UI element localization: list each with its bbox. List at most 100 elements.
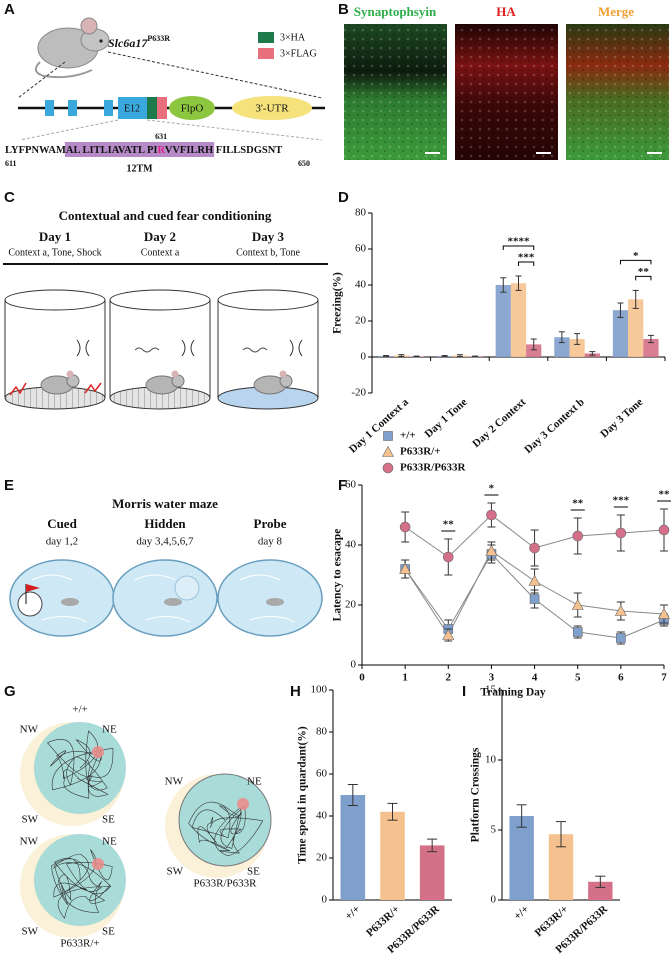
x-tick-label: 2: [446, 672, 452, 684]
exon-label: E12: [124, 103, 140, 114]
utr: [232, 96, 312, 120]
quadrant: NW: [165, 776, 184, 788]
platform: [17, 591, 43, 617]
significance: *: [633, 250, 639, 262]
quadrant: NE: [102, 724, 117, 736]
y-tick-label: 60: [355, 243, 367, 255]
marker: [615, 527, 627, 539]
shock: [9, 382, 102, 396]
marker: [528, 574, 541, 586]
day-label: Day 1: [39, 229, 71, 244]
panel-label: F: [338, 477, 347, 494]
panel-label: H: [290, 683, 301, 700]
error-bar: [500, 277, 507, 293]
gene-name: Slc6a17P633R: [108, 34, 170, 50]
quadrant: NW: [20, 836, 39, 848]
ha-tag: [147, 97, 157, 119]
error-bar: [530, 338, 537, 351]
error-bar: [595, 875, 606, 888]
bar: [509, 816, 534, 900]
y-tick-label: 0: [491, 894, 497, 906]
x-tick-label: 7: [661, 672, 667, 684]
error-bar: [472, 355, 479, 358]
x-tick-label: P633R/+: [533, 903, 571, 939]
quadrant: NW: [20, 724, 39, 736]
y-tick-label: 15: [485, 684, 497, 696]
sound-wave: [76, 339, 90, 357]
error-bar: [516, 804, 527, 828]
significance-bracket: [619, 259, 652, 265]
flag-swatch: [258, 48, 274, 59]
legend-label: +/+: [400, 430, 416, 442]
chamber-top: [4, 289, 106, 311]
sound-wave: [289, 339, 303, 357]
bar: [380, 811, 405, 900]
chamber-top: [217, 289, 319, 311]
marker: [442, 628, 455, 640]
swim-path: [46, 730, 114, 799]
x-tick-label: 3: [489, 672, 495, 684]
bar: [569, 339, 585, 357]
x-tick-label: Day 2 Context: [470, 396, 528, 450]
x-tick-label: Day 3 Context b: [522, 396, 587, 456]
zoom-line: [19, 119, 119, 141]
condition: Context a, Tone, Shock: [8, 247, 101, 258]
panel-label: I: [462, 683, 466, 700]
phase-name: Hidden: [144, 516, 186, 531]
phase-name: Probe: [254, 516, 287, 531]
bar: [643, 339, 659, 357]
platform: [174, 575, 200, 601]
marker: [383, 431, 393, 441]
mutation: R: [158, 145, 166, 156]
quadrant: NE: [247, 776, 262, 788]
micrograph-texture: [566, 24, 669, 160]
legend-label: P633R/P633R: [400, 462, 466, 474]
platform-zone: [92, 858, 104, 870]
error-bar: [456, 354, 463, 357]
exon: [45, 100, 54, 116]
panel-label: D: [338, 189, 349, 206]
flag-tag: [157, 97, 167, 119]
flag: [26, 584, 40, 592]
error-bar: [556, 821, 566, 848]
x-tick-label: +/+: [343, 903, 363, 922]
bar: [628, 299, 644, 357]
quadrant: NE: [102, 836, 117, 848]
legend-label: 3×FLAG: [280, 48, 317, 59]
y-tick-label: 0: [351, 659, 357, 671]
legend-label: 3×HA: [280, 32, 306, 43]
swim-wave: [31, 574, 88, 623]
mouse-eye: [99, 39, 103, 43]
marker: [658, 524, 670, 536]
x-axis-title: Training Day: [480, 687, 546, 699]
gene: Slc6a17: [108, 36, 148, 50]
error-bar: [558, 331, 565, 344]
mouse-ear: [279, 370, 287, 378]
significance: ***: [518, 252, 535, 264]
x-tick-label: +/+: [512, 903, 532, 922]
phase-days: day 1,2: [46, 536, 78, 548]
sequence-part: FILLSDGSNT: [213, 145, 282, 156]
marker: [572, 627, 583, 637]
genotype: P633R/P633R: [194, 878, 258, 890]
marker: [382, 462, 394, 474]
y-tick-label: -20: [351, 387, 366, 399]
x-tick-label: 1: [402, 672, 408, 684]
panel-label: C: [4, 189, 15, 206]
error-bar: [398, 354, 405, 357]
mouse: [61, 598, 79, 606]
quadrant: SW: [22, 926, 39, 938]
allele: P633R: [147, 34, 170, 43]
position: 631: [155, 132, 167, 141]
bar: [612, 310, 629, 357]
utr-label: 3'-UTR: [255, 103, 289, 115]
bar: [419, 845, 445, 900]
bar: [340, 795, 366, 900]
pool: [112, 559, 218, 637]
significance: ***: [613, 495, 630, 507]
error-bar: [589, 351, 596, 356]
image-title: Synaptophsyin: [354, 4, 437, 19]
error-bar: [427, 838, 438, 853]
